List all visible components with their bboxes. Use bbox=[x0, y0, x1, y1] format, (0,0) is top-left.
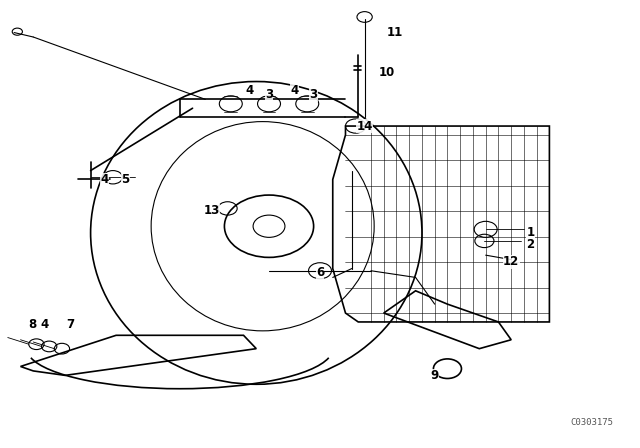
Text: 14: 14 bbox=[356, 120, 372, 133]
Text: 5: 5 bbox=[122, 173, 130, 186]
Text: 1: 1 bbox=[526, 226, 534, 239]
Text: 4: 4 bbox=[100, 173, 109, 186]
Text: 4: 4 bbox=[40, 318, 49, 331]
Text: C0303175: C0303175 bbox=[570, 418, 613, 426]
Text: 13: 13 bbox=[204, 204, 220, 217]
Text: 11: 11 bbox=[387, 26, 403, 39]
Text: 3: 3 bbox=[310, 88, 317, 101]
Text: 6: 6 bbox=[316, 267, 324, 280]
Text: 2: 2 bbox=[526, 237, 534, 250]
Text: 4: 4 bbox=[291, 84, 299, 97]
Text: 10: 10 bbox=[379, 66, 395, 79]
Text: 4: 4 bbox=[246, 84, 254, 97]
Text: 8: 8 bbox=[28, 318, 36, 331]
Text: 7: 7 bbox=[66, 318, 74, 331]
Text: 3: 3 bbox=[265, 88, 273, 101]
Text: 9: 9 bbox=[431, 369, 439, 382]
Text: 12: 12 bbox=[503, 255, 519, 268]
